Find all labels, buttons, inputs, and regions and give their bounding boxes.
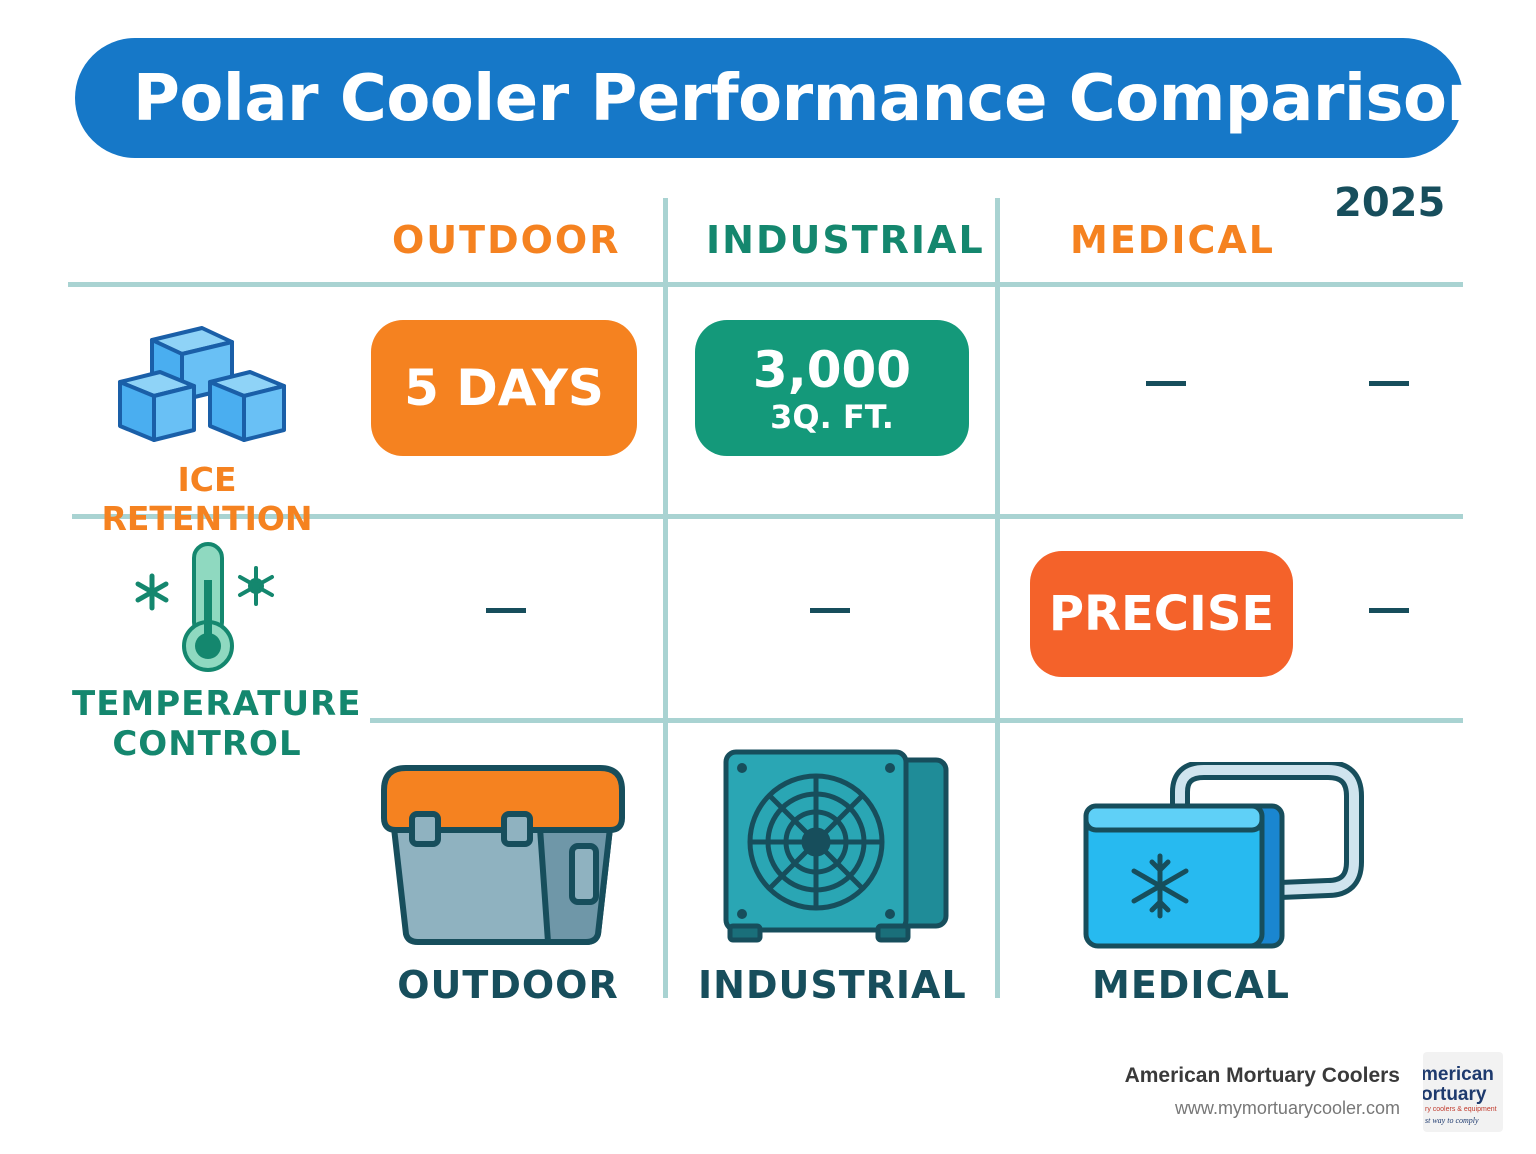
grid-line-row2: [370, 718, 1463, 723]
row-label-line2: CONTROL: [112, 724, 302, 764]
product-label-medical: MEDICAL: [1092, 963, 1290, 1007]
grid-line-row1: [72, 514, 1463, 519]
logo-line2: ortuary: [1423, 1084, 1487, 1105]
brand-logo: merican ortuary ry coolers & equipment s…: [1423, 1052, 1503, 1132]
ice-cubes-icon: [118, 326, 286, 442]
logo-line3: ry coolers & equipment: [1425, 1106, 1497, 1113]
row-label-temperature-control: TEMPERATURE CONTROL: [72, 684, 362, 764]
column-header-outdoor: OUTDOOR: [392, 218, 621, 262]
brand-url[interactable]: www.mymortuarycooler.com: [1174, 1098, 1400, 1118]
cell-value: PRECISE: [1048, 586, 1275, 642]
row-label-line1: TEMPERATURE: [72, 684, 362, 724]
column-header-medical: MEDICAL: [1070, 218, 1275, 262]
cell-temp-outdoor: [486, 608, 526, 613]
medical-cooler-icon: [1083, 762, 1364, 949]
cell-ice-industrial: 3,000 3Q. FT.: [695, 320, 969, 456]
thermometer-icon: [135, 542, 274, 672]
cell-temp-medical: PRECISE: [1030, 551, 1293, 677]
page-title: Polar Cooler Performance Comparison: [133, 62, 1492, 136]
grid-line-col1: [663, 198, 668, 998]
cell-ice-medical: [1146, 381, 1186, 386]
row-label-ice-retention: ICE RETENTION: [101, 460, 313, 538]
cell-value-line1: 3,000: [752, 341, 912, 399]
cell-temp-industrial: [810, 608, 850, 613]
product-label-industrial: INDUSTRIAL: [698, 963, 967, 1007]
column-header-industrial: INDUSTRIAL: [706, 218, 985, 262]
logo-line4: st way to comply: [1425, 1116, 1479, 1125]
industrial-cooling-unit-icon: [723, 749, 949, 943]
cell-value-line2: 3Q. FT.: [770, 398, 894, 436]
grid-line-header: [68, 282, 1463, 287]
grid-line-col2: [995, 198, 1000, 998]
title-banner: Polar Cooler Performance Comparison: [75, 38, 1492, 158]
product-label-outdoor: OUTDOOR: [397, 963, 619, 1007]
brand-name: American Mortuary Coolers: [1124, 1064, 1400, 1087]
logo-line1: merican: [1423, 1064, 1494, 1085]
cell-temp-extra: [1369, 608, 1409, 613]
cell-value: 5 DAYS: [404, 359, 604, 417]
outdoor-cooler-icon: [381, 765, 625, 945]
cell-ice-outdoor: 5 DAYS: [371, 320, 637, 456]
cell-ice-extra: [1369, 381, 1409, 386]
year-label: 2025: [1334, 180, 1446, 226]
